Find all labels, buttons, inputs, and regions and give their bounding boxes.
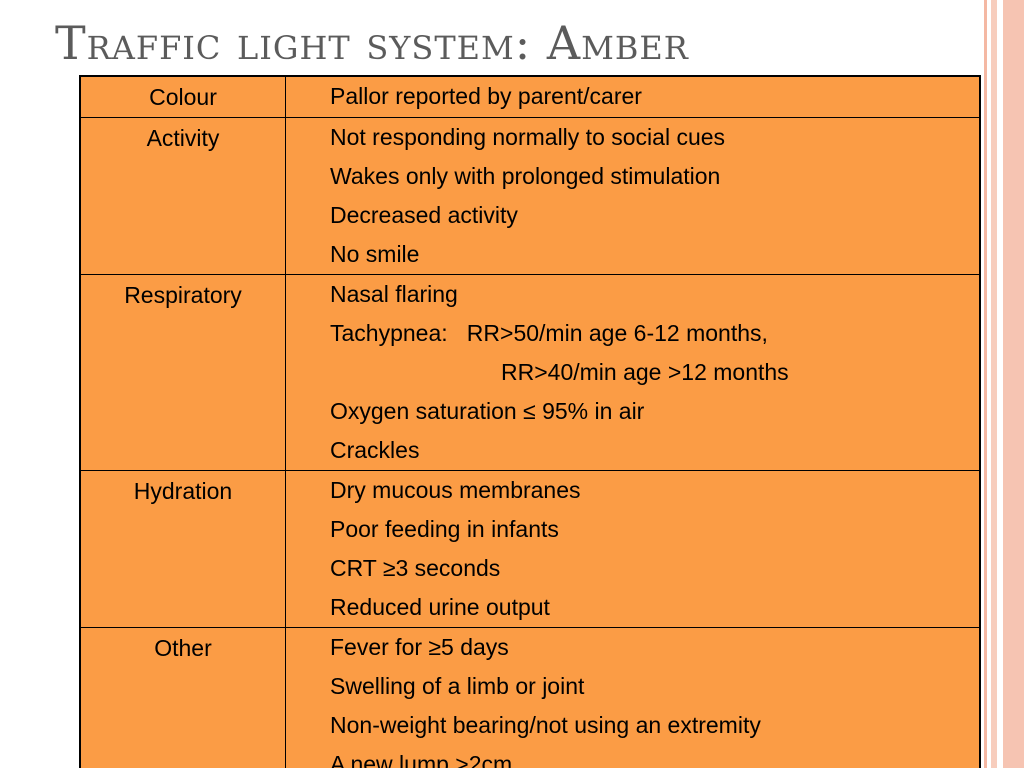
criteria-cell: Nasal flaring Tachypnea: RR>50/min age 6…	[285, 274, 981, 471]
criteria-item: Fever for ≥5 days	[330, 634, 509, 660]
edge-stripe	[991, 0, 997, 768]
criteria-item: Non-weight bearing/not using an extremit…	[330, 712, 761, 738]
criteria-item: Reduced urine output	[330, 594, 550, 620]
criteria-cell: Not responding normally to social cues W…	[285, 117, 981, 275]
criteria-item: Swelling of a limb or joint	[330, 673, 585, 699]
criteria-item: No smile	[330, 241, 420, 267]
amber-criteria-table: Colour Pallor reported by parent/carer A…	[79, 75, 981, 768]
category-cell: Activity	[79, 117, 286, 275]
slide-title: Traffic light system: Amber	[55, 16, 689, 70]
criteria-item: RR>40/min age >12 months	[501, 359, 789, 385]
criteria-cell: Pallor reported by parent/carer	[285, 75, 981, 118]
category-cell: Colour	[79, 75, 286, 118]
criteria-item: Tachypnea: RR>50/min age 6-12 months,	[330, 320, 768, 346]
criteria-item: A new lump >2cm	[330, 751, 513, 768]
table-row: Colour Pallor reported by parent/carer	[79, 75, 981, 118]
criteria-item: Oxygen saturation ≤ 95% in air	[330, 398, 645, 424]
table-row: Other Fever for ≥5 days Swelling of a li…	[79, 627, 981, 768]
edge-stripe	[1003, 0, 1024, 768]
criteria-item: Dry mucous membranes	[330, 477, 581, 503]
criteria-item: Nasal flaring	[330, 281, 458, 307]
category-cell: Hydration	[79, 470, 286, 628]
criteria-item: Pallor reported by parent/carer	[330, 83, 642, 109]
table-row: Respiratory Nasal flaring Tachypnea: RR>…	[79, 274, 981, 471]
criteria-item: Crackles	[330, 437, 420, 463]
criteria-cell: Dry mucous membranes Poor feeding in inf…	[285, 470, 981, 628]
table-row: Activity Not responding normally to soci…	[79, 117, 981, 275]
edge-stripe	[984, 0, 987, 768]
criteria-item: CRT ≥3 seconds	[330, 555, 501, 581]
category-cell: Other	[79, 627, 286, 768]
criteria-item: Decreased activity	[330, 202, 518, 228]
criteria-item: Wakes only with prolonged stimulation	[330, 163, 721, 189]
criteria-item: Poor feeding in infants	[330, 516, 559, 542]
table-row: Hydration Dry mucous membranes Poor feed…	[79, 470, 981, 628]
criteria-item: Not responding normally to social cues	[330, 124, 726, 150]
category-cell: Respiratory	[79, 274, 286, 471]
criteria-cell: Fever for ≥5 days Swelling of a limb or …	[285, 627, 981, 768]
